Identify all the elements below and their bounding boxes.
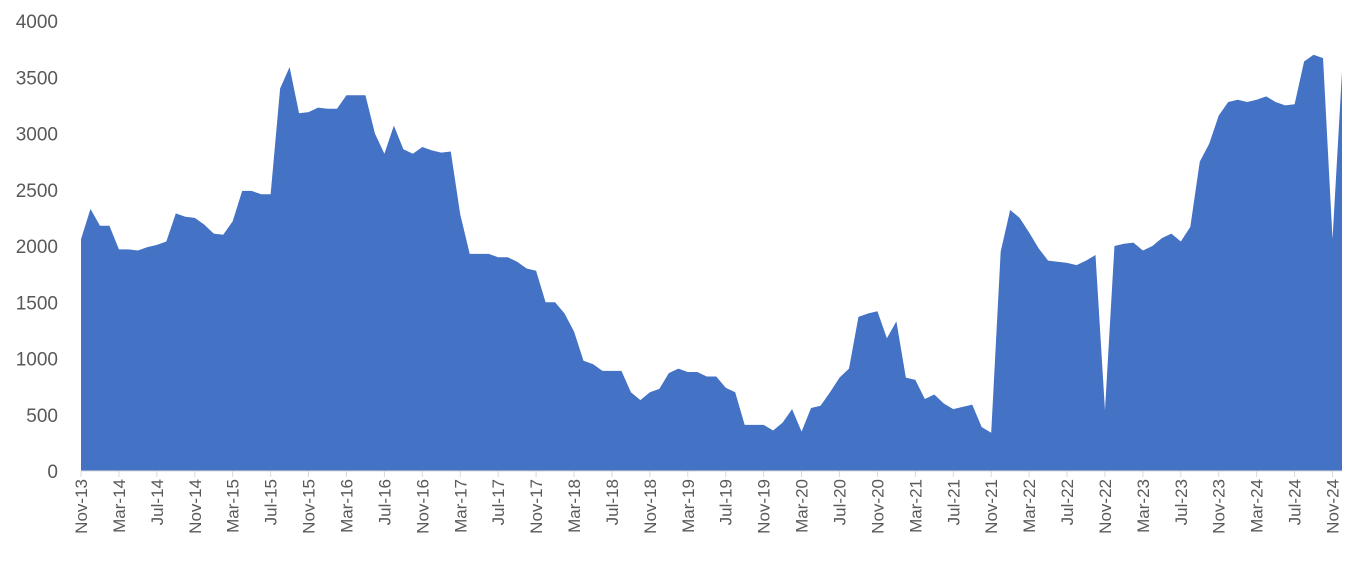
x-tick-label: Nov-22 bbox=[1096, 479, 1115, 534]
x-tick-label: Mar-23 bbox=[1134, 479, 1153, 533]
x-tick-label: Nov-17 bbox=[527, 479, 546, 534]
y-tick-label: 4000 bbox=[16, 12, 58, 33]
x-tick-label: Mar-22 bbox=[1020, 479, 1039, 533]
x-tick-label: Mar-17 bbox=[451, 479, 470, 533]
y-tick-label: 2500 bbox=[16, 181, 58, 202]
y-tick-label: 1000 bbox=[16, 350, 58, 371]
plot-area bbox=[81, 54, 1342, 471]
x-tick-label: Mar-14 bbox=[110, 479, 129, 533]
x-tick-label: Jul-20 bbox=[831, 479, 850, 525]
x-tick-label: Jul-19 bbox=[717, 479, 736, 525]
x-tick-label: Nov-14 bbox=[186, 479, 205, 534]
x-tick-label: Nov-20 bbox=[868, 479, 887, 534]
y-axis: 0 500 1000 1500 2000 2500 3000 3500 4000 bbox=[16, 12, 58, 483]
y-tick-label: 0 bbox=[47, 462, 58, 483]
y-tick-label: 500 bbox=[26, 406, 58, 427]
x-tick-label: Nov-16 bbox=[413, 479, 432, 534]
x-tick-label: Mar-24 bbox=[1248, 479, 1267, 533]
y-tick-label: 3500 bbox=[16, 68, 58, 89]
x-tick-label: Nov-19 bbox=[755, 479, 774, 534]
x-tick-label: Jul-21 bbox=[944, 479, 963, 525]
x-tick-label: Jul-18 bbox=[603, 479, 622, 525]
x-axis: Nov-13 Mar-14 Jul-14 Nov-14 Mar-15 Jul-15 Nov-… bbox=[72, 470, 1343, 534]
y-tick-label: 1500 bbox=[16, 293, 58, 314]
x-tick-label: Jul-23 bbox=[1172, 479, 1191, 525]
x-tick-label: Mar-15 bbox=[224, 479, 243, 533]
y-tick-label: 3000 bbox=[16, 125, 58, 146]
x-tick-label: Nov-24 bbox=[1324, 479, 1343, 534]
x-tick-label: Jul-15 bbox=[262, 479, 281, 525]
x-tick-label: Jul-17 bbox=[489, 479, 508, 525]
x-tick-label: Jul-24 bbox=[1286, 479, 1305, 525]
x-tick-label: Mar-21 bbox=[906, 479, 925, 533]
x-tick-label: Nov-23 bbox=[1210, 479, 1229, 534]
x-tick-label: Nov-18 bbox=[641, 479, 660, 534]
y-tick-label: 2000 bbox=[16, 237, 58, 258]
x-tick-label: Mar-20 bbox=[793, 479, 812, 533]
x-tick-label: Mar-16 bbox=[337, 479, 356, 533]
x-tick-label: Mar-19 bbox=[679, 479, 698, 533]
x-tick-label: Nov-13 bbox=[72, 479, 91, 534]
x-tick-label: Nov-15 bbox=[300, 479, 319, 534]
x-tick-label: Jul-16 bbox=[375, 479, 394, 525]
x-tick-label: Nov-21 bbox=[982, 479, 1001, 534]
x-tick-label: Jul-22 bbox=[1058, 479, 1077, 525]
x-tick-label: Mar-18 bbox=[565, 479, 584, 533]
series-area bbox=[81, 54, 1342, 471]
x-tick-label: Jul-14 bbox=[148, 479, 167, 525]
